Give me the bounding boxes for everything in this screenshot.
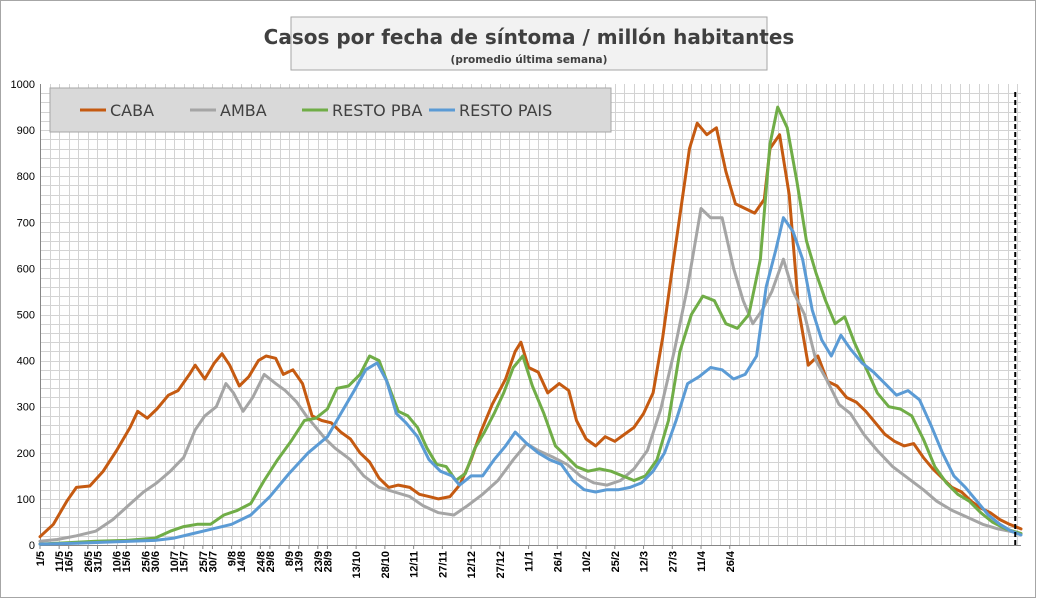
y-axis-ticks: 0 100 200 300 400 500 600 700 800 900 1000: [11, 79, 35, 552]
chart-subtitle: (promedio última semana): [451, 54, 608, 66]
x-tick-label: 10/6: [112, 551, 124, 572]
x-tick-label: 31/5: [92, 551, 104, 572]
legend-label: RESTO PAIS: [459, 101, 552, 120]
x-tick-label: 11/4: [696, 550, 708, 572]
legend-label: RESTO PBA: [332, 101, 422, 120]
y-tick-label: 400: [17, 356, 35, 368]
x-tick-label: 30/7: [207, 551, 219, 572]
legend-label: AMBA: [220, 101, 267, 120]
x-tick-label: 25/2: [610, 551, 622, 572]
y-tick-label: 1000: [11, 79, 35, 91]
y-tick-label: 700: [17, 217, 35, 229]
x-tick-label: 25/6: [140, 551, 152, 572]
x-tick-label: 13/10: [351, 551, 363, 579]
chart-title: Casos por fecha de síntoma / millón habi…: [264, 25, 795, 49]
y-tick-label: 100: [17, 494, 35, 506]
x-tick-label: 10/2: [581, 551, 593, 572]
series-line-resto-pais: [38, 216, 1023, 546]
x-tick-label: 15/7: [179, 551, 191, 572]
x-tick-label: 1/5: [35, 551, 47, 566]
gridlines: [40, 84, 1021, 545]
y-tick-label: 500: [17, 310, 35, 322]
x-tick-label: 10/7: [169, 551, 181, 572]
y-tick-label: 900: [17, 125, 35, 137]
title-box: Casos por fecha de síntoma / millón habi…: [264, 16, 795, 71]
x-tick-label: 30/6: [150, 551, 162, 572]
x-tick-label: 16/5: [64, 551, 76, 572]
x-tick-label: 9/8: [227, 551, 239, 566]
series-line-caba: [38, 121, 1023, 539]
x-tick-label: 11/1: [524, 551, 536, 572]
x-tick-label: 8/9: [284, 551, 296, 566]
x-tick-label: 26/5: [83, 551, 95, 572]
legend-label: CABA: [110, 101, 154, 120]
x-axis-ticks: 1/5 16/5 31/5 15/6 30/6 15/7 30/7 14/8 29/8 13/9 2…: [35, 545, 737, 579]
x-tick-label: 12/11: [409, 551, 421, 578]
x-tick-label: 29/8: [265, 551, 277, 572]
series-lines: [38, 105, 1023, 546]
x-tick-label: 14/8: [236, 551, 248, 572]
x-tick-label: 25/7: [198, 551, 210, 572]
x-tick-label: 27/11: [437, 551, 449, 578]
x-tick-label: 24/8: [255, 551, 267, 572]
legend: CABA AMBA RESTO PBA RESTO PAIS: [49, 87, 612, 133]
x-tick-label: 28/9: [322, 551, 334, 572]
x-tick-label: 27/12: [495, 551, 507, 579]
y-tick-label: 600: [17, 263, 35, 275]
x-tick-label: 12/12: [466, 551, 478, 579]
y-tick-label: 0: [29, 540, 35, 552]
series-line-resto-pba: [38, 105, 1023, 546]
x-tick-label: 15/6: [121, 551, 133, 572]
y-tick-label: 300: [17, 402, 35, 414]
x-tick-label: 28/10: [380, 551, 392, 579]
y-tick-label: 200: [17, 448, 35, 460]
x-tick-label: 11/5: [54, 551, 66, 572]
y-tick-label: 800: [17, 171, 35, 183]
x-tick-label: 26/4: [725, 550, 737, 572]
legend-background: [49, 87, 612, 133]
x-tick-label: 12/3: [639, 551, 651, 572]
x-tick-label: 13/9: [294, 551, 306, 572]
x-tick-label: 27/3: [667, 551, 679, 572]
x-tick-label: 26/1: [552, 551, 564, 572]
title-box-background: [290, 16, 768, 71]
x-tick-label: 23/9: [313, 551, 325, 572]
